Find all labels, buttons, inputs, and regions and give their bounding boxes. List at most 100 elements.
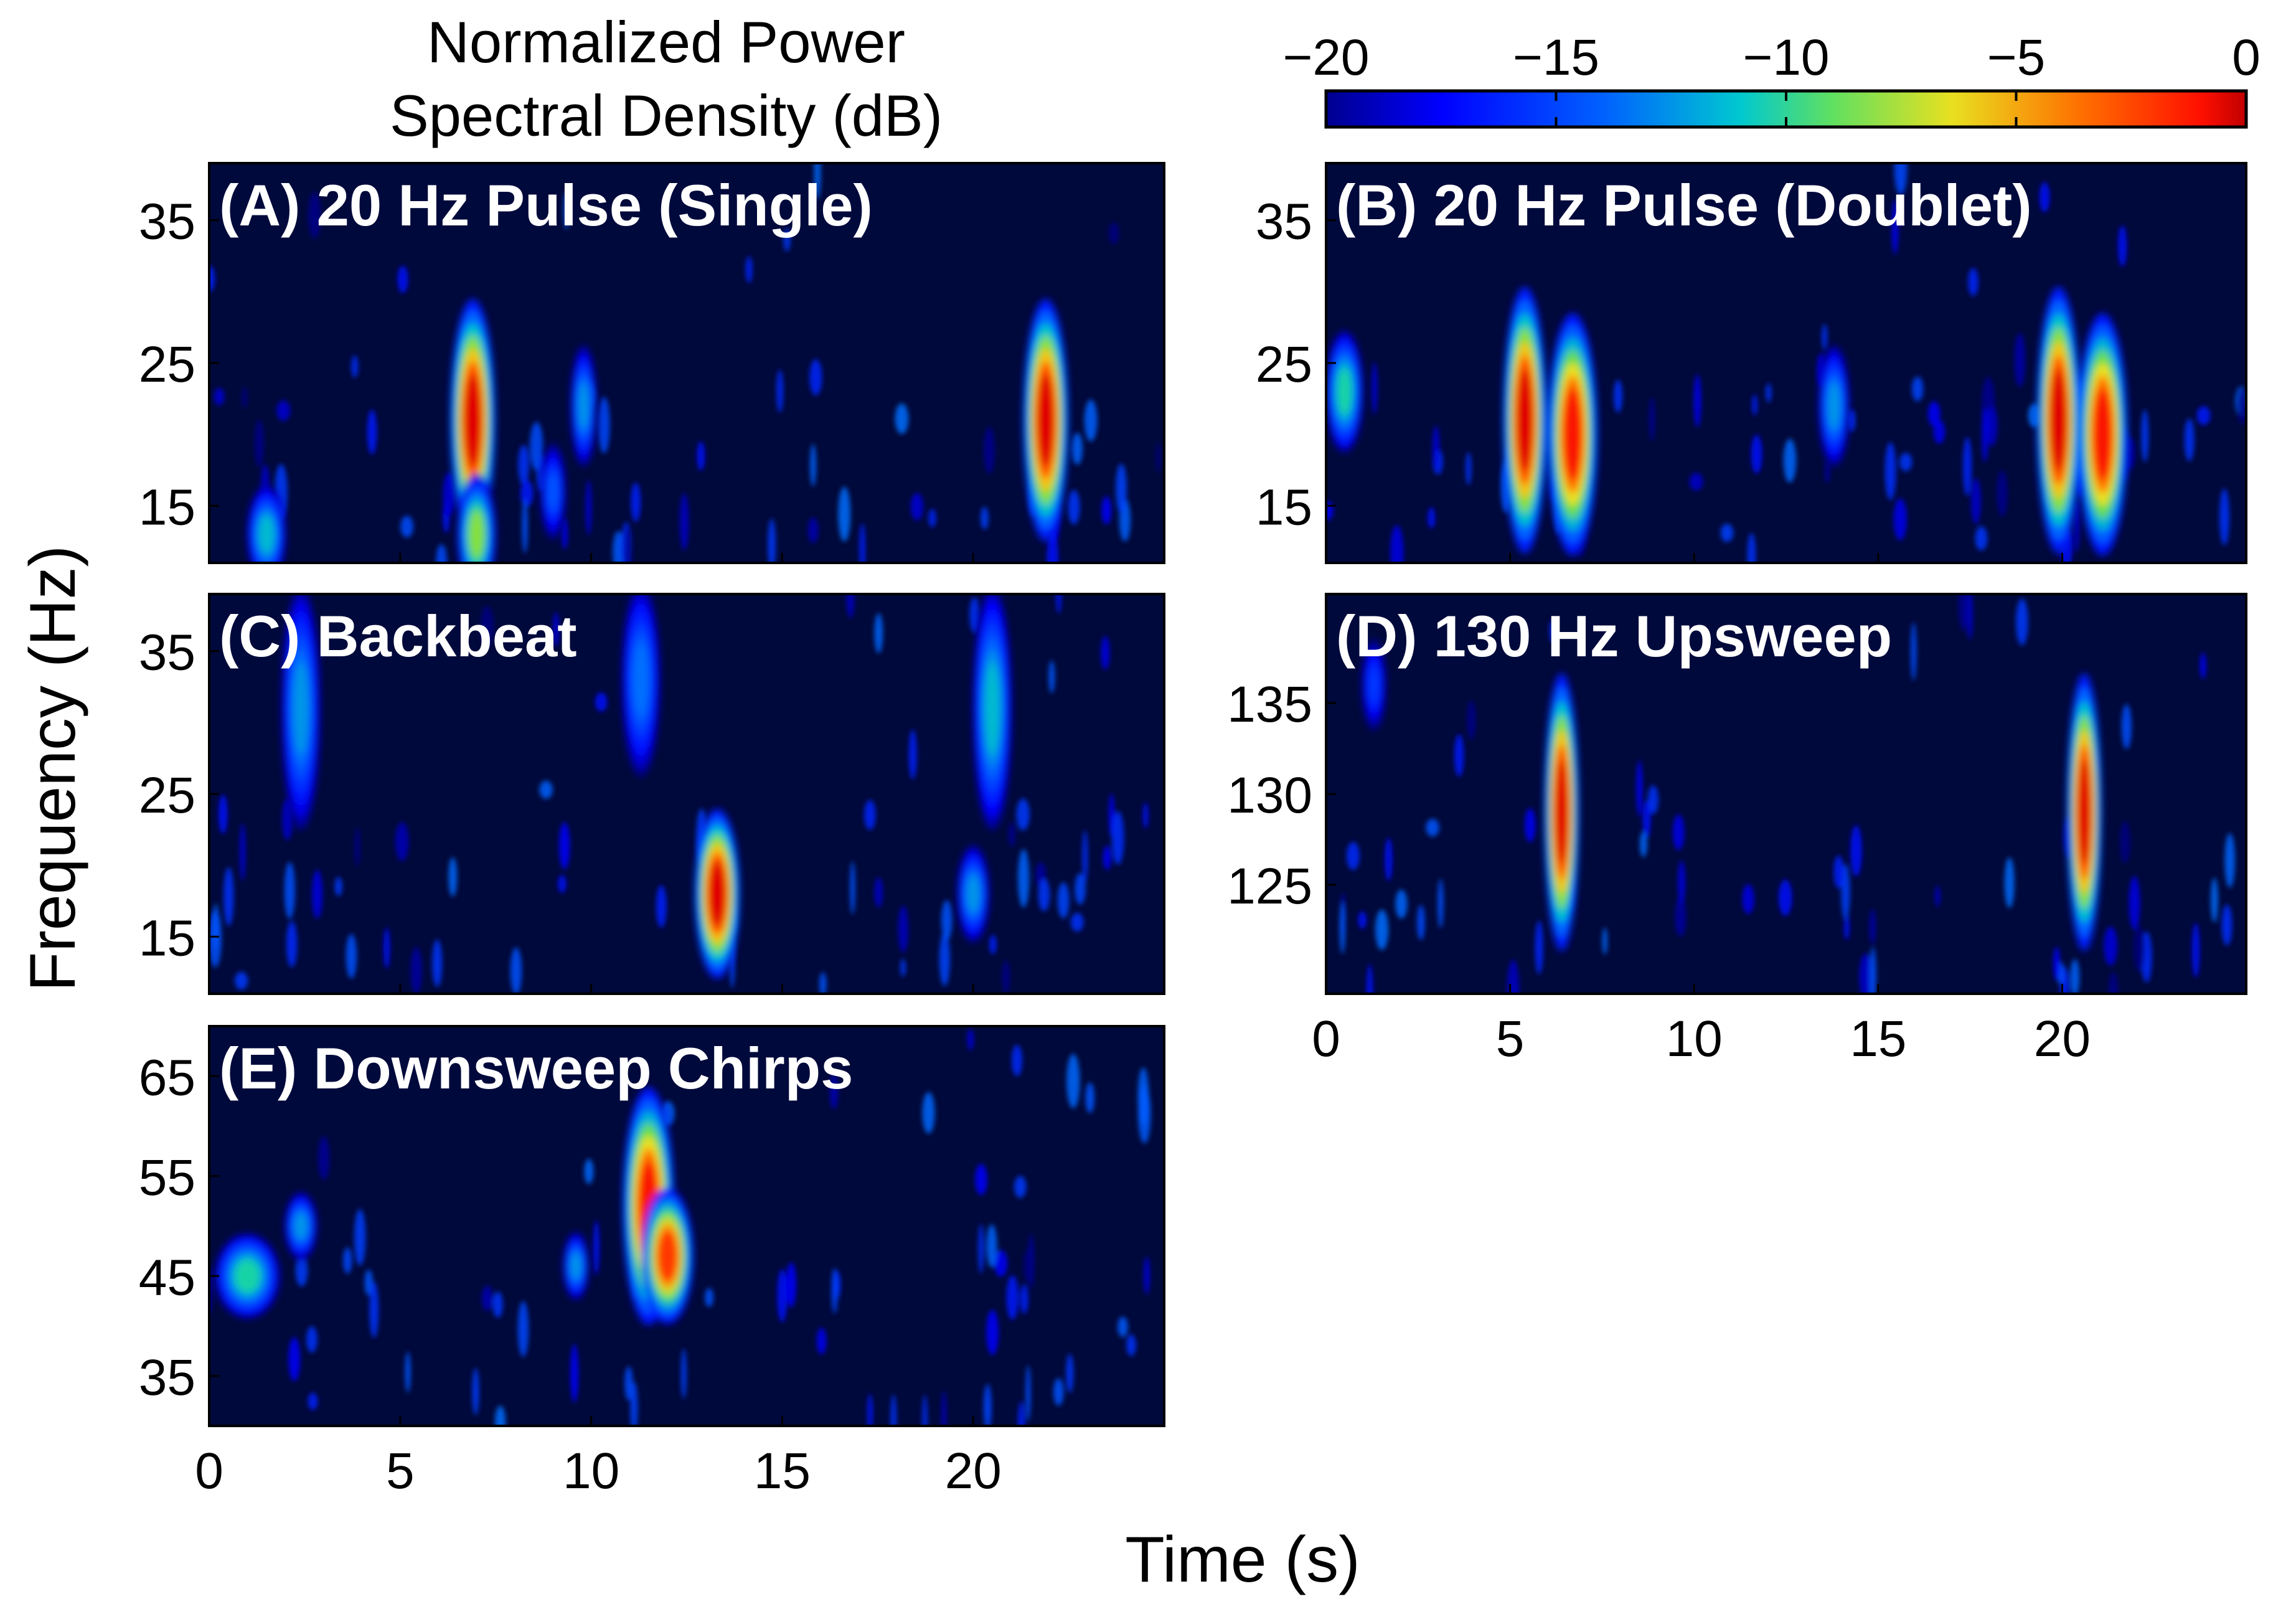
signal-event xyxy=(694,809,740,979)
noise-speck xyxy=(829,1073,839,1110)
noise-speck xyxy=(1970,478,1981,525)
noise-speck xyxy=(1966,594,1974,640)
colorbar: Normalized Power Spectral Density (dB) −… xyxy=(390,9,2261,148)
signal-event xyxy=(457,473,496,563)
noise-speck xyxy=(1981,408,1988,463)
noise-speck xyxy=(984,427,995,474)
signal-event xyxy=(2077,313,2128,556)
panel-label: (A) 20 Hz Pulse (Single) xyxy=(219,172,873,238)
noise-speck xyxy=(286,921,298,968)
noise-speck xyxy=(481,1285,493,1311)
event-contour xyxy=(259,516,275,553)
noise-speck xyxy=(395,822,409,861)
panel-b: 15 25 35 (B) 20 Hz Pulse (Doublet) xyxy=(1256,162,2247,564)
event-contour xyxy=(469,511,484,558)
noise-speck xyxy=(1075,873,1086,905)
noise-speck xyxy=(492,1291,503,1318)
noise-speck xyxy=(776,369,784,413)
x-tick-label: 10 xyxy=(563,1443,619,1499)
noise-speck xyxy=(810,443,817,487)
noise-speck xyxy=(472,1367,479,1415)
noise-speck xyxy=(530,422,543,471)
x-tick-label: 10 xyxy=(1666,1011,1723,1067)
noise-speck xyxy=(318,1136,330,1180)
noise-speck xyxy=(553,612,559,648)
noise-speck xyxy=(1602,927,1607,955)
noise-speck xyxy=(986,1309,999,1356)
noise-speck xyxy=(816,1328,827,1355)
noise-speck xyxy=(2119,821,2130,864)
noise-speck xyxy=(520,479,534,507)
noise-speck xyxy=(343,1247,352,1274)
noise-speck xyxy=(656,885,667,928)
noise-speck xyxy=(1649,397,1655,441)
noise-speck xyxy=(2109,971,2118,994)
noise-speck xyxy=(518,445,529,486)
panel-c: 15 25 35 (C) Backbeat xyxy=(139,593,1165,995)
noise-speck xyxy=(846,594,855,619)
noise-speck xyxy=(1117,1316,1128,1337)
colorbar-tick-label: −20 xyxy=(1282,29,1369,86)
x-tick-label: 0 xyxy=(1312,1011,1340,1067)
noise-speck xyxy=(2129,875,2140,930)
event-contour xyxy=(294,1213,308,1239)
panel-d: 125 130 135 0 5 10 15 20 (D) 130 Hz Upsweep xyxy=(1227,593,2247,1067)
noise-speck xyxy=(1417,905,1425,940)
noise-speck xyxy=(1869,946,1876,994)
noise-speck xyxy=(1432,425,1440,471)
spectrogram-content xyxy=(209,163,1161,563)
noise-speck xyxy=(306,1326,318,1353)
noise-speck xyxy=(1934,885,1941,907)
noise-speck xyxy=(1975,526,1988,551)
noise-speck xyxy=(561,517,568,550)
noise-speck xyxy=(1101,636,1110,670)
event-contour xyxy=(1563,388,1583,481)
noise-speck xyxy=(1933,420,1945,444)
y-tick-label: 65 xyxy=(139,1049,195,1106)
noise-speck xyxy=(874,613,883,654)
noise-speck xyxy=(276,400,291,422)
noise-speck xyxy=(967,1028,974,1051)
noise-speck xyxy=(308,192,321,239)
colorbar-title-line1: Normalized Power xyxy=(427,9,905,75)
noise-speck xyxy=(2117,225,2127,267)
noise-speck xyxy=(1085,1082,1095,1113)
noise-speck xyxy=(1071,912,1084,932)
noise-speck xyxy=(786,1262,797,1308)
noise-speck xyxy=(242,386,248,408)
noise-speck xyxy=(2221,904,2232,946)
noise-speck xyxy=(1326,501,1334,521)
noise-speck xyxy=(354,1209,366,1266)
noise-speck xyxy=(2141,409,2149,463)
noise-speck xyxy=(1428,507,1436,529)
noise-speck xyxy=(978,1224,984,1274)
noise-speck xyxy=(1647,785,1658,814)
noise-speck xyxy=(989,935,997,955)
noise-speck xyxy=(624,1366,633,1401)
noise-speck xyxy=(1911,622,1917,681)
noise-speck xyxy=(1111,811,1124,865)
y-tick-label: 15 xyxy=(139,910,195,966)
panel-label: (D) 130 Hz Upsweep xyxy=(1336,603,1892,669)
event-contour xyxy=(548,473,558,511)
noise-speck xyxy=(1535,920,1543,974)
signal-event xyxy=(621,594,661,777)
noise-speck xyxy=(1008,822,1016,847)
y-tick-label: 25 xyxy=(1256,336,1312,393)
noise-speck xyxy=(679,493,689,551)
signal-event xyxy=(215,1234,280,1319)
noise-speck xyxy=(1642,800,1651,839)
noise-speck xyxy=(2014,333,2026,387)
event-contour xyxy=(293,661,309,755)
noise-speck xyxy=(1138,1085,1151,1144)
noise-speck xyxy=(354,827,360,867)
noise-speck xyxy=(558,875,567,893)
noise-speck xyxy=(1016,798,1030,831)
events xyxy=(1361,638,2102,951)
noise-speck xyxy=(539,780,553,799)
signal-event xyxy=(1547,313,1598,556)
panel-label: (B) 20 Hz Pulse (Doublet) xyxy=(1336,172,2032,238)
noise-speck xyxy=(367,409,377,455)
y-tick-label: 45 xyxy=(139,1249,195,1306)
